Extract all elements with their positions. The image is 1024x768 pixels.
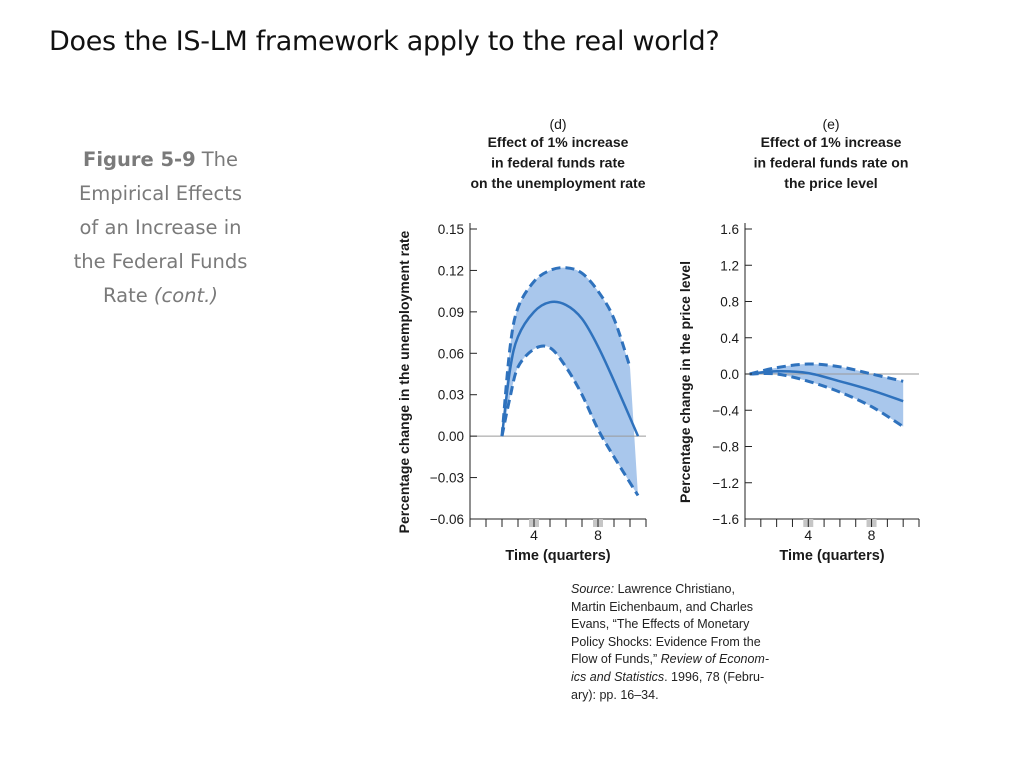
lower-bound-line xyxy=(500,344,640,497)
x-tick-label: 8 xyxy=(594,527,602,543)
x-tick-label: 4 xyxy=(530,527,538,543)
source-journal: ics and Statistics xyxy=(571,669,665,684)
y-tick-label: 1.2 xyxy=(720,258,739,273)
y-tick-label: −0.06 xyxy=(430,512,464,527)
caption-cont: (cont.) xyxy=(153,284,218,307)
y-tick-label: 0.09 xyxy=(438,305,464,320)
y-tick-label: 0.12 xyxy=(438,263,464,278)
figure-number: Figure 5-9 xyxy=(83,148,196,171)
x-axis-label: Time (quarters) xyxy=(779,548,884,564)
source-journal: Review of Econom- xyxy=(660,652,769,667)
y-axis-label: Percentage change in the price level xyxy=(677,261,693,503)
caption-line: the Federal Funds xyxy=(73,250,248,273)
confidence-band xyxy=(749,363,904,427)
caption-line: of an Increase in xyxy=(79,216,242,239)
caption-line: Rate xyxy=(103,284,148,307)
y-tick-label: −0.8 xyxy=(712,440,739,455)
lower-bound-line xyxy=(749,371,905,428)
y-tick-label: 0.00 xyxy=(438,429,464,444)
source-label: Source: xyxy=(571,582,615,596)
source-line: . 1996, 78 (Febru- xyxy=(664,669,765,684)
chart-panel-d: (d) Effect of 1% increase in federal funds… xyxy=(396,116,647,564)
y-tick-label: −1.6 xyxy=(712,512,739,527)
panel-label: (e) xyxy=(822,116,839,132)
source-line: Lawrence Christiano, xyxy=(614,582,735,596)
source-line: Flow of Funds,” xyxy=(571,652,661,667)
y-tick-label: 0.8 xyxy=(720,295,739,310)
x-tick-label: 8 xyxy=(868,527,876,543)
figure-caption: Figure 5-9 The Empirical Effects of an In… xyxy=(38,143,283,313)
source-line: ary): pp. 16–34. xyxy=(571,687,659,702)
panel-label: (d) xyxy=(549,116,566,132)
y-tick-label: 0.15 xyxy=(438,222,464,237)
estimate-line xyxy=(749,370,904,403)
y-axis-label: Percentage change in the unemployment ra… xyxy=(396,230,412,533)
upper-bound-line xyxy=(749,362,904,383)
slide-title: Does the IS-LM framework apply to the re… xyxy=(49,26,720,57)
upper-bound-line xyxy=(500,266,632,437)
source-line: Evans, “The Effects of Monetary xyxy=(571,617,750,632)
chart-panel-e: (e) Effect of 1% increase in federal funds… xyxy=(677,116,920,564)
source-note: Source: Lawrence Christiano, Martin Eich… xyxy=(571,581,801,704)
y-tick-label: −0.4 xyxy=(712,403,739,418)
y-tick-label: 0.4 xyxy=(720,331,739,346)
estimate-line xyxy=(500,300,640,437)
y-tick-label: −0.03 xyxy=(430,471,464,486)
caption-line: The xyxy=(201,148,238,171)
chart-title-line: the price level xyxy=(784,175,877,191)
y-tick-label: 0.06 xyxy=(438,346,464,361)
y-tick-label: 0.0 xyxy=(720,367,739,382)
y-tick-label: 0.03 xyxy=(438,388,464,403)
chart-title-line: in federal funds rate xyxy=(491,155,625,171)
chart-title-line: on the unemployment rate xyxy=(470,175,645,191)
source-line: Martin Eichenbaum, and Charles xyxy=(571,599,754,614)
source-line: Policy Shocks: Evidence From the xyxy=(571,634,761,649)
x-axis-label: Time (quarters) xyxy=(505,548,610,564)
x-tick-label: 4 xyxy=(804,527,812,543)
y-tick-label: −1.2 xyxy=(712,476,739,491)
chart-title-line: in federal funds rate on xyxy=(754,155,909,171)
y-tick-label: 1.6 xyxy=(720,222,739,237)
chart-title-line: Effect of 1% increase xyxy=(761,134,902,150)
chart-title-line: Effect of 1% increase xyxy=(488,134,629,150)
caption-line: Empirical Effects xyxy=(78,182,243,205)
